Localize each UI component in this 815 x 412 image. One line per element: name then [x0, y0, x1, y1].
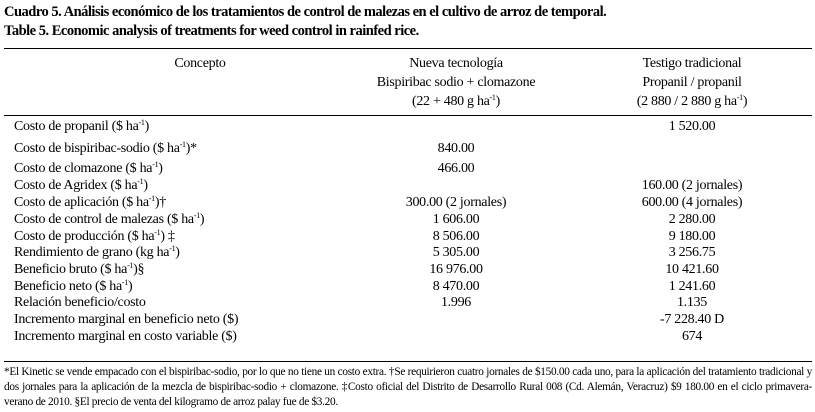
- traditional-value: 160.00 (2 jornales): [641, 178, 743, 193]
- header-rule: [4, 115, 812, 116]
- new-technology-value: 16 976.00: [429, 262, 483, 277]
- traditional-value: 1 241.60: [668, 279, 716, 294]
- traditional-value: -7 228.40 D: [660, 312, 724, 327]
- footnotes: *El Kinetic se vende empacado con el bis…: [4, 366, 812, 408]
- row-label: Incremento marginal en costo variable ($…: [14, 329, 237, 344]
- traditional-value: 3 256.75: [668, 245, 716, 260]
- traditional-value: 2 280.00: [668, 212, 716, 227]
- top-rule: [4, 48, 812, 49]
- row-label: Incremento marginal en beneficio neto ($…: [14, 312, 239, 327]
- row-label: Costo de propanil ($ ha-1): [14, 118, 149, 135]
- row-label: Costo de bispiribac-sodio ($ ha-1)*: [14, 140, 197, 157]
- header-traditional-control: Testigo tradicional Propanil / propanil (…: [636, 56, 748, 109]
- row-label: Beneficio neto ($ ha-1): [14, 278, 133, 295]
- row-label: Costo de Agridex ($ ha-1): [14, 177, 148, 194]
- row-label: Relación beneficio/costo: [14, 295, 146, 310]
- row-label: Rendimiento de grano (kg ha-1): [14, 244, 180, 261]
- row-label: Costo de control de malezas ($ ha-1): [14, 211, 205, 228]
- header-concept: Concepto: [174, 56, 226, 71]
- new-technology-value: 1 606.00: [432, 212, 480, 227]
- bottom-rule: [4, 361, 812, 362]
- traditional-value: 10 421.60: [665, 262, 719, 277]
- row-label: Beneficio bruto ($ ha-1)§: [14, 261, 145, 278]
- traditional-value: 600.00 (4 jornales): [641, 195, 743, 210]
- traditional-value: 1.135: [676, 295, 707, 310]
- new-technology-value: 840.00: [437, 141, 475, 156]
- new-technology-value: 5 305.00: [432, 245, 480, 260]
- new-technology-value: 8 470.00: [432, 279, 480, 294]
- new-technology-value: 300.00 (2 jornales): [405, 195, 507, 210]
- traditional-value: 674: [681, 329, 703, 344]
- row-label: Costo de clomazone ($ ha-1): [14, 160, 163, 177]
- table-title-es: Cuadro 5. Análisis económico de los trat…: [4, 4, 607, 20]
- new-technology-value: 1.996: [440, 295, 471, 310]
- traditional-value: 1 520.00: [668, 119, 716, 134]
- row-label: Costo de producción ($ ha-1) ‡: [14, 228, 175, 245]
- header-new-technology: Nueva tecnología Bispiribac sodio + cloma…: [376, 56, 536, 109]
- traditional-value: 9 180.00: [668, 229, 716, 244]
- table-title-en: Table 5. Economic analysis of treatments…: [4, 23, 419, 39]
- new-technology-value: 8 506.00: [432, 229, 480, 244]
- new-technology-value: 466.00: [437, 161, 475, 176]
- row-label: Costo de aplicación ($ ha-1)†: [14, 194, 166, 211]
